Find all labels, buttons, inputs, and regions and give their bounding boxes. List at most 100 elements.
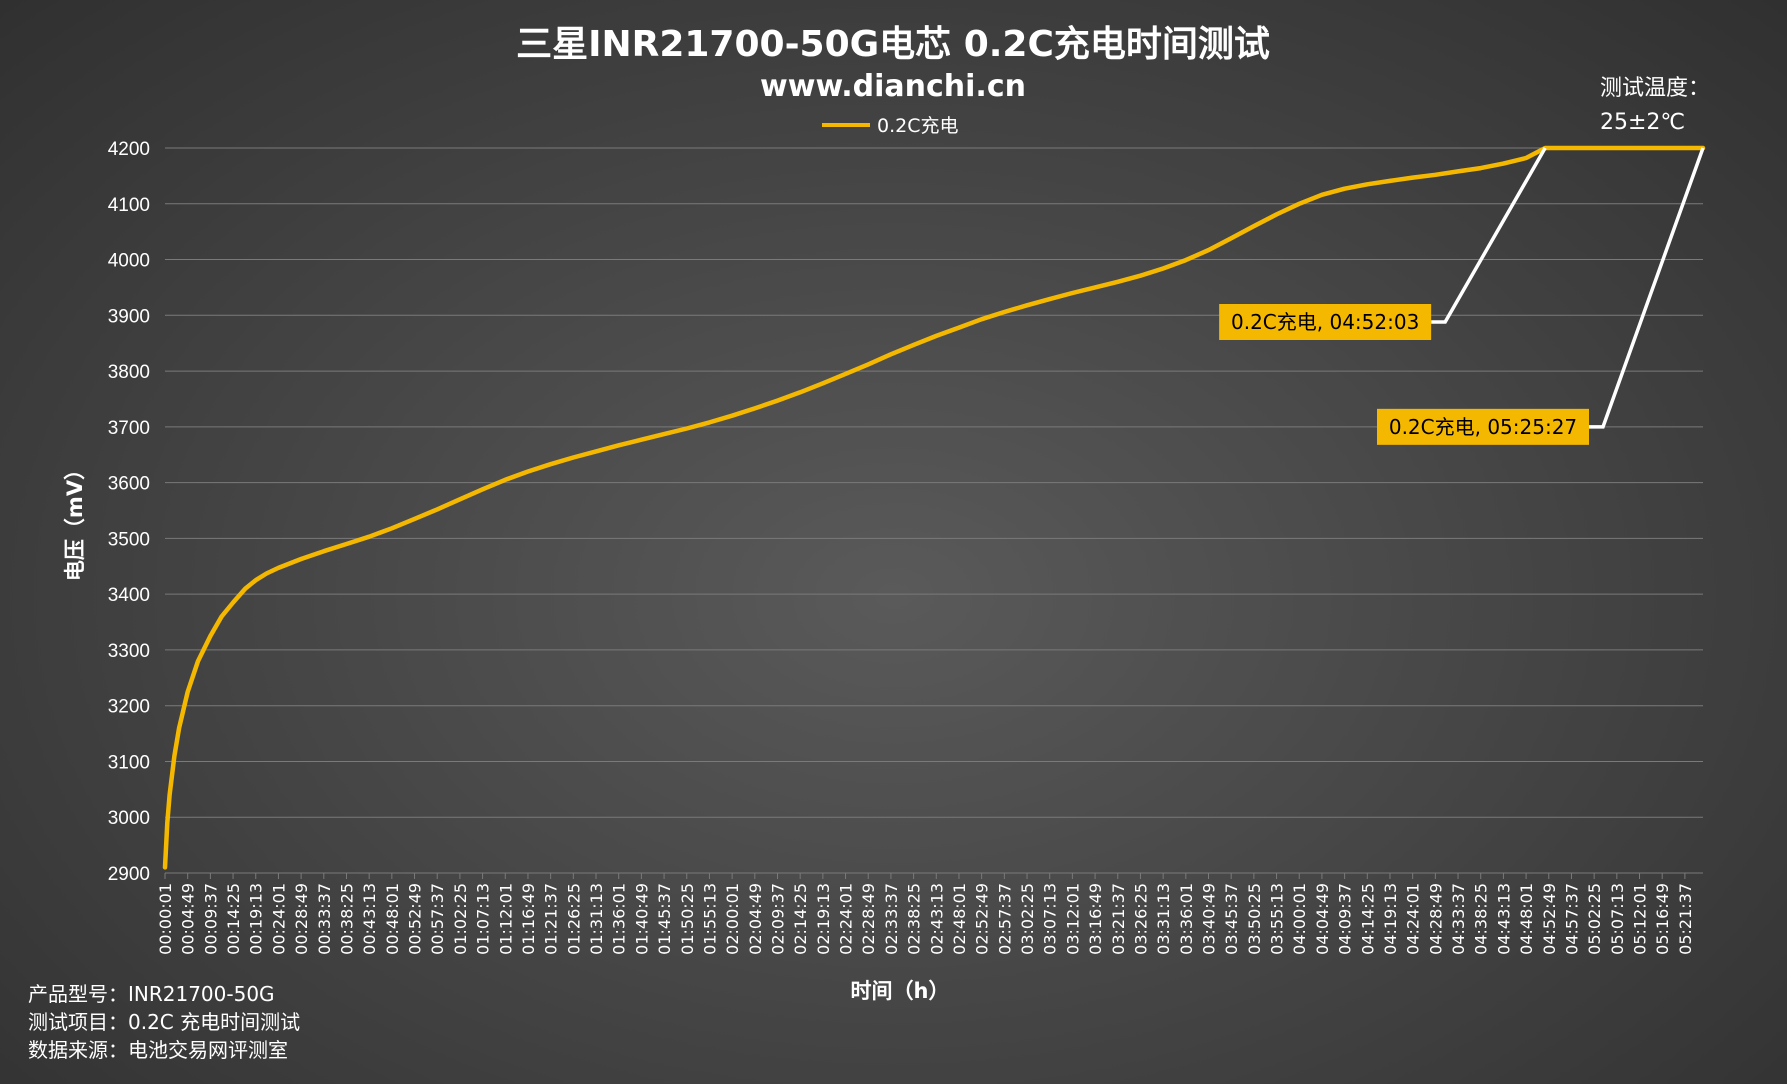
test-temperature: 测试温度： 25±2℃ (1600, 72, 1710, 140)
y-tick-label: 3000 (108, 808, 150, 829)
x-tick-label: 03:50:25 (1245, 883, 1264, 955)
x-tick-label: 05:21:37 (1676, 883, 1695, 955)
x-tick-label: 04:43:13 (1494, 883, 1513, 955)
callout-label: 0.2C充电, 04:52:03 (1231, 310, 1419, 334)
y-tick-label: 3500 (108, 529, 150, 550)
x-tick-label: 03:02:25 (1018, 883, 1037, 955)
x-tick-label: 00:04:49 (179, 883, 198, 955)
y-tick-label: 4200 (108, 139, 150, 160)
x-tick-label: 04:09:37 (1336, 883, 1355, 955)
x-tick-label: 02:52:49 (973, 883, 992, 955)
x-tick-label: 00:28:49 (292, 883, 311, 955)
callout-leader-line (1431, 147, 1547, 324)
y-tick-label: 3300 (108, 641, 150, 662)
x-tick-label: 03:07:13 (1041, 883, 1060, 955)
x-tick-label: 02:28:49 (859, 883, 878, 955)
y-tick-label: 3700 (108, 418, 150, 439)
x-tick-label: 02:19:13 (814, 883, 833, 955)
x-tick-label: 04:28:49 (1426, 883, 1445, 955)
x-tick-label: 03:36:01 (1177, 883, 1196, 955)
series-layer (162, 145, 1706, 870)
chart-title: 三星INR21700-50G电芯 0.2C充电时间测试 (516, 24, 1270, 65)
x-tick-label: 01:07:13 (474, 883, 493, 955)
x-tick-label: 04:33:37 (1449, 883, 1468, 955)
x-tick-label: 00:38:25 (337, 883, 356, 955)
y-tick-label: 3200 (108, 697, 150, 718)
y-tick-label: 4000 (108, 251, 150, 272)
x-tick-label: 00:52:49 (406, 883, 425, 955)
x-tick-label: 01:21:37 (542, 883, 561, 955)
test-temperature-value: 25±2℃ (1600, 110, 1686, 135)
footer-info: 产品型号：INR21700-50G 测试项目：0.2C 充电时间测试 数据来源：… (28, 980, 300, 1064)
x-tick-label: 03:40:49 (1200, 883, 1219, 955)
x-tick-label: 02:33:37 (882, 883, 901, 955)
footer-test-item: 测试项目：0.2C 充电时间测试 (28, 1010, 301, 1034)
footer-product-model: 产品型号：INR21700-50G (28, 982, 275, 1006)
x-tick-label: 02:14:25 (791, 883, 810, 955)
x-tick-label: 00:14:25 (224, 883, 243, 955)
y-tick-label: 2900 (108, 864, 150, 885)
legend-label: 0.2C充电 (877, 115, 958, 137)
x-tick-label: 02:04:49 (746, 883, 765, 955)
x-tick-label: 01:02:25 (451, 883, 470, 955)
x-tick-label: 01:31:13 (587, 883, 606, 955)
x-tick-label: 04:48:01 (1517, 883, 1536, 955)
y-tick-label: 3100 (108, 752, 150, 773)
x-tick-label: 00:00:01 (156, 883, 175, 955)
x-tick-label: 03:16:49 (1086, 883, 1105, 955)
x-tick-label: 00:24:01 (269, 883, 288, 955)
x-tick-label: 01:12:01 (496, 883, 515, 955)
x-tick-label: 02:48:01 (950, 883, 969, 955)
test-temperature-label: 测试温度： (1600, 76, 1711, 101)
callout-box (1219, 304, 1432, 340)
callout-box (1377, 408, 1589, 445)
x-tick-label: 04:14:25 (1358, 883, 1377, 955)
x-tick-label: 04:38:25 (1472, 883, 1491, 955)
x-tick-label: 00:19:13 (247, 883, 266, 955)
x-tick-label: 05:07:13 (1608, 883, 1627, 955)
legend: 0.2C充电 (822, 115, 958, 137)
x-tick-label: 02:57:37 (995, 883, 1014, 955)
series-line-0-2c-charge (162, 145, 1706, 870)
x-tick-label: 03:26:25 (1131, 883, 1150, 955)
x-tick-label: 03:12:01 (1063, 883, 1082, 955)
y-tick-label: 3900 (108, 306, 150, 327)
callout-label: 0.2C充电, 05:25:27 (1389, 415, 1577, 439)
x-tick-label: 04:52:49 (1540, 883, 1559, 955)
x-tick-label: 01:40:49 (632, 883, 651, 955)
x-tick-label: 00:48:01 (383, 883, 402, 955)
x-tick-label: 04:19:13 (1381, 883, 1400, 955)
y-tick-label: 3400 (108, 585, 150, 606)
x-tick-label: 02:24:01 (837, 883, 856, 955)
x-tick-label: 01:26:25 (564, 883, 583, 955)
x-tick-label: 04:24:01 (1404, 883, 1423, 955)
x-tick-label: 01:45:37 (655, 883, 674, 955)
x-axis-label: 时间（h） (851, 979, 950, 1003)
x-tick-label: 03:55:13 (1268, 883, 1287, 955)
y-tick-label: 3800 (108, 362, 150, 383)
x-tick-label: 02:09:37 (768, 883, 787, 955)
x-tick-label: 00:57:37 (428, 883, 447, 955)
y-tick-label: 3600 (108, 474, 150, 495)
x-tick-label: 03:21:37 (1109, 883, 1128, 955)
x-tick-label: 05:12:01 (1631, 883, 1650, 955)
y-axis-ticks: 2900 3000 3100 3200 3300 3400 3500 3600 3700 3800… (108, 139, 150, 885)
x-tick-label: 04:04:49 (1313, 883, 1332, 955)
x-tick-label: 04:57:37 (1562, 883, 1581, 955)
x-tick-label: 02:43:13 (927, 883, 946, 955)
annotations: 0.2C充电, 04:52:03 0.2C充电, 05:25:27 (1219, 147, 1705, 445)
y-axis-label: 电压（mV） (63, 459, 87, 581)
footer-data-source: 数据来源：电池交易网评测室 (28, 1038, 288, 1062)
x-tick-label: 04:00:01 (1290, 883, 1309, 955)
x-tick-label: 00:43:13 (360, 883, 379, 955)
x-tick-label: 02:38:25 (905, 883, 924, 955)
x-tick-label: 03:45:37 (1222, 883, 1241, 955)
x-tick-label: 01:50:25 (678, 883, 697, 955)
x-tick-label: 01:55:13 (700, 883, 719, 955)
x-tick-label: 05:02:25 (1585, 883, 1604, 955)
x-tick-label: 00:33:37 (315, 883, 334, 955)
x-tick-label: 02:00:01 (723, 883, 742, 955)
x-tick-label: 01:36:01 (610, 883, 629, 955)
x-axis-ticks: 00:00:01 00:04:49 00:09:37 00:14:25 00:19:13… (156, 873, 1695, 955)
